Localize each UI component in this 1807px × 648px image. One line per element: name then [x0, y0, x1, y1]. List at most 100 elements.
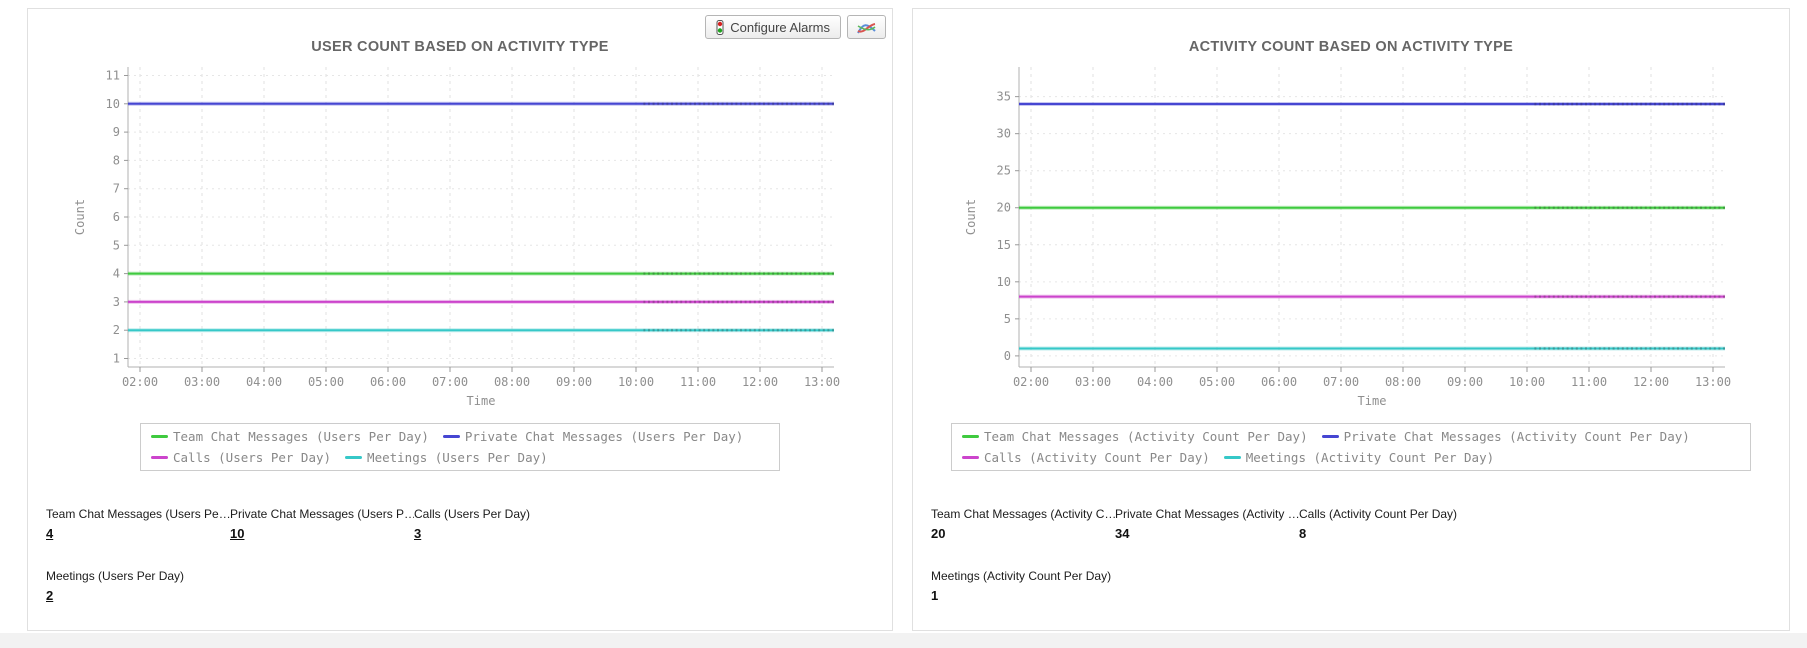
- svg-text:4: 4: [113, 267, 120, 281]
- legend-label: Calls (Activity Count Per Day): [984, 450, 1210, 465]
- legend-swatch-icon: [962, 456, 979, 459]
- stat-value[interactable]: 4: [46, 526, 54, 541]
- svg-text:Count: Count: [964, 199, 978, 235]
- svg-text:7: 7: [113, 182, 120, 196]
- stat-item: Calls (Activity Count Per Day) 8: [1299, 507, 1483, 541]
- stat-item: Meetings (Activity Count Per Day) 1: [931, 569, 1115, 603]
- svg-text:15: 15: [997, 238, 1011, 252]
- legend-item: Team Chat Messages (Users Per Day): [151, 429, 429, 444]
- svg-text:08:00: 08:00: [494, 375, 530, 389]
- svg-text:05:00: 05:00: [1199, 375, 1235, 389]
- svg-text:5: 5: [1004, 312, 1011, 326]
- svg-text:30: 30: [997, 127, 1011, 141]
- user-count-chart-canvas: 1 2 3 4 5 6 7 8 9 10 11 02:00 03:00 04:00 05:00 06:00 07…: [73, 67, 840, 408]
- stats-grid: Team Chat Messages (Users Pe… 4 Private Ch…: [46, 507, 892, 603]
- legend-item: Calls (Users Per Day): [151, 450, 331, 465]
- svg-text:07:00: 07:00: [432, 375, 468, 389]
- legend-item: Meetings (Activity Count Per Day): [1223, 450, 1495, 465]
- legend-item: Meetings (Users Per Day): [345, 450, 548, 465]
- legend-label: Calls (Users Per Day): [173, 450, 332, 465]
- stat-label: Private Chat Messages (Activity …: [1115, 507, 1299, 521]
- chart-type-button[interactable]: [847, 15, 886, 39]
- svg-text:Time: Time: [1358, 394, 1387, 408]
- svg-text:25: 25: [997, 164, 1011, 178]
- svg-text:03:00: 03:00: [184, 375, 220, 389]
- legend-swatch-icon: [1223, 456, 1241, 459]
- chart-legend: Team Chat Messages (Users Per Day) Privat…: [140, 423, 780, 471]
- stat-value[interactable]: 3: [414, 526, 422, 541]
- svg-text:5: 5: [113, 238, 120, 252]
- legend-label: Meetings (Users Per Day): [367, 450, 548, 465]
- page-footer-strip: [0, 633, 1807, 648]
- svg-text:04:00: 04:00: [1137, 375, 1173, 389]
- legend-item: Calls (Activity Count Per Day): [962, 450, 1210, 465]
- svg-text:2: 2: [113, 323, 120, 337]
- stat-value[interactable]: 1: [931, 588, 939, 603]
- svg-text:08:00: 08:00: [1385, 375, 1421, 389]
- legend-swatch-icon: [151, 456, 168, 459]
- stat-value[interactable]: 20: [931, 526, 946, 541]
- stat-value[interactable]: 2: [46, 588, 54, 603]
- legend-item: Private Chat Messages (Users Per Day): [442, 429, 744, 444]
- panel-title: ACTIVITY COUNT BASED ON ACTIVITY TYPE: [1188, 39, 1514, 55]
- svg-text:09:00: 09:00: [1447, 375, 1483, 389]
- svg-text:35: 35: [997, 90, 1011, 104]
- chart-legend: Team Chat Messages (Activity Count Per D…: [951, 423, 1751, 471]
- legend-item: Team Chat Messages (Activity Count Per D…: [962, 429, 1308, 444]
- svg-text:Time: Time: [467, 394, 496, 408]
- svg-text:12:00: 12:00: [1633, 375, 1669, 389]
- svg-text:11:00: 11:00: [680, 375, 716, 389]
- configure-alarms-label: Configure Alarms: [730, 19, 830, 35]
- panel-toolbar: Configure Alarms: [705, 15, 886, 39]
- svg-text:1: 1: [113, 352, 120, 366]
- stat-value[interactable]: 10: [230, 526, 245, 541]
- stat-item: Private Chat Messages (Activity … 34: [1115, 507, 1299, 541]
- traffic-light-icon: [716, 19, 724, 35]
- svg-text:10: 10: [106, 97, 120, 111]
- svg-text:03:00: 03:00: [1075, 375, 1111, 389]
- configure-alarms-button[interactable]: Configure Alarms: [705, 15, 841, 39]
- svg-text:10:00: 10:00: [1509, 375, 1545, 389]
- activity-count-chart-canvas: 0 5 10 15 20 25 30 35 02:00 03:00 04:00 05:00 06:00 0…: [964, 67, 1731, 408]
- line-chart-icon: [857, 22, 876, 33]
- legend-label: Private Chat Messages (Users Per Day): [464, 429, 744, 444]
- legend-swatch-icon: [442, 435, 460, 438]
- user-count-widget: Configure Alarms USER COUNT BASED ON ACT…: [27, 8, 893, 631]
- svg-text:02:00: 02:00: [1013, 375, 1049, 389]
- svg-text:3: 3: [113, 295, 120, 309]
- legend-label: Team Chat Messages (Activity Count Per D…: [984, 429, 1308, 444]
- legend-swatch-icon: [151, 435, 168, 438]
- legend-label: Meetings (Activity Count Per Day): [1245, 450, 1495, 465]
- svg-text:11: 11: [106, 68, 120, 82]
- svg-text:6: 6: [113, 210, 120, 224]
- legend-item: Private Chat Messages (Activity Count Pe…: [1321, 429, 1690, 444]
- stat-label: Team Chat Messages (Users Pe…: [46, 507, 230, 521]
- stats-grid: Team Chat Messages (Activity C… 20 Private…: [931, 507, 1789, 603]
- svg-text:9: 9: [113, 125, 120, 139]
- svg-text:13:00: 13:00: [1695, 375, 1731, 389]
- dashboard-panels: Configure Alarms USER COUNT BASED ON ACT…: [27, 8, 1790, 631]
- stat-value[interactable]: 8: [1299, 526, 1307, 541]
- svg-text:0: 0: [1004, 349, 1011, 363]
- stat-value[interactable]: 34: [1115, 526, 1130, 541]
- svg-text:Count: Count: [73, 199, 87, 235]
- stat-item: Calls (Users Per Day) 3: [414, 507, 598, 541]
- stat-label: Team Chat Messages (Activity C…: [931, 507, 1115, 521]
- panel-title: USER COUNT BASED ON ACTIVITY TYPE: [311, 39, 609, 55]
- stat-label: Private Chat Messages (Users P…: [230, 507, 414, 521]
- svg-text:06:00: 06:00: [1261, 375, 1297, 389]
- stat-label: Meetings (Users Per Day): [46, 569, 185, 583]
- legend-swatch-icon: [962, 435, 979, 438]
- stat-item: Team Chat Messages (Users Pe… 4: [46, 507, 230, 541]
- legend-label: Private Chat Messages (Activity Count Pe…: [1343, 429, 1690, 444]
- stat-label: Calls (Users Per Day): [414, 507, 531, 521]
- svg-text:10:00: 10:00: [618, 375, 654, 389]
- stat-item: Private Chat Messages (Users P… 10: [230, 507, 414, 541]
- svg-text:20: 20: [997, 201, 1011, 215]
- legend-swatch-icon: [345, 456, 363, 459]
- stat-item: Meetings (Users Per Day) 2: [46, 569, 230, 603]
- svg-text:05:00: 05:00: [308, 375, 344, 389]
- svg-text:02:00: 02:00: [122, 375, 158, 389]
- stat-label: Meetings (Activity Count Per Day): [931, 569, 1112, 583]
